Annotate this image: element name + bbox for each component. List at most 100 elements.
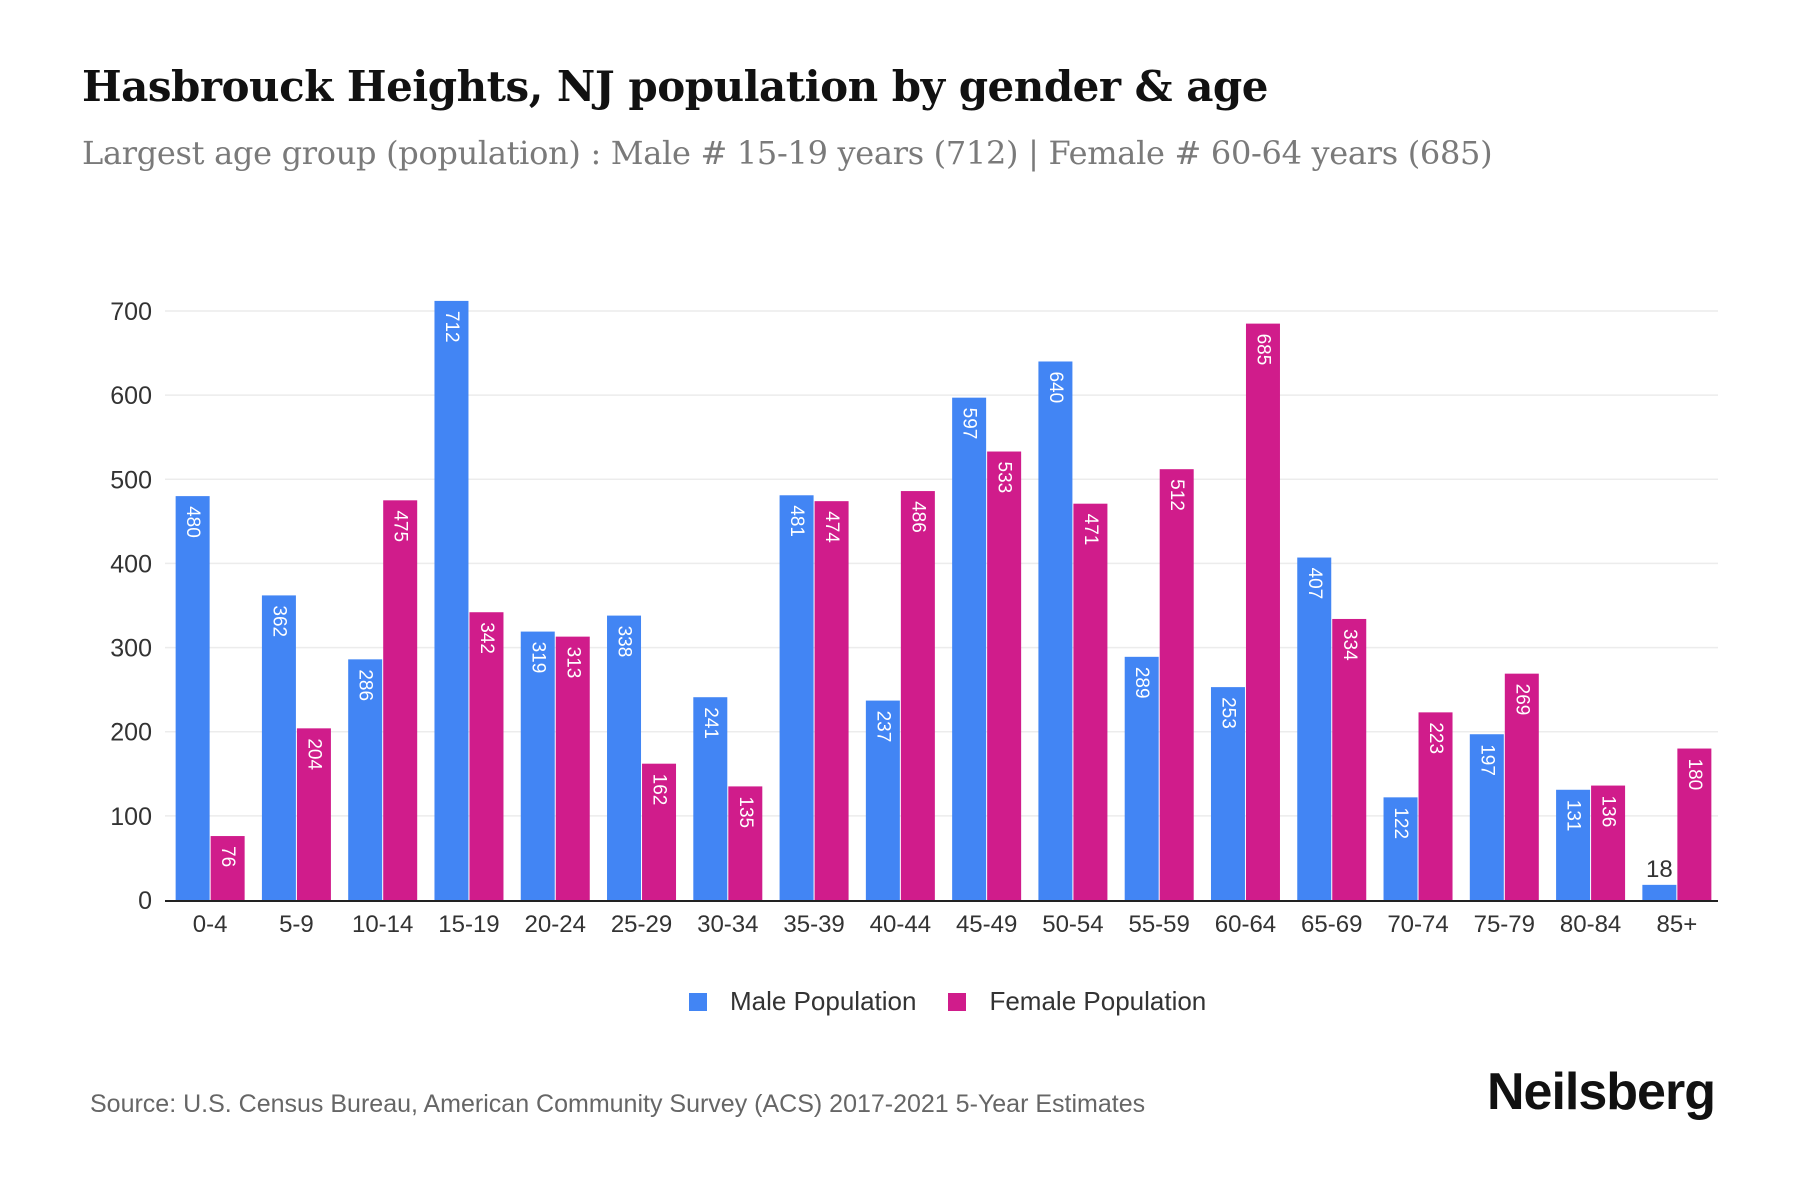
bar-female[interactable] xyxy=(1159,469,1194,900)
bar-male[interactable] xyxy=(607,615,642,900)
y-tick-label: 100 xyxy=(110,803,152,831)
bar-value-label: 136 xyxy=(1598,796,1619,828)
y-tick-label: 400 xyxy=(110,550,152,578)
bar-male[interactable] xyxy=(865,700,900,900)
bar-male[interactable] xyxy=(261,595,296,900)
bar-value-label: 334 xyxy=(1339,629,1360,661)
bar-value-label: 162 xyxy=(649,774,670,806)
legend-label-male: Male Population xyxy=(730,986,917,1016)
x-tick-label: 5-9 xyxy=(279,911,314,938)
bar-value-label: 204 xyxy=(303,738,324,770)
bar-value-label: 313 xyxy=(562,647,583,679)
bar-value-label: 122 xyxy=(1390,807,1411,839)
y-tick-label: 500 xyxy=(110,466,152,494)
bar-value-label: 289 xyxy=(1131,667,1152,699)
bar-female[interactable] xyxy=(1591,785,1626,900)
legend-label-female: Female Population xyxy=(989,986,1207,1016)
bar-value-label: 712 xyxy=(441,311,462,343)
bar-female[interactable] xyxy=(1332,618,1367,900)
x-tick-label: 50-54 xyxy=(1042,911,1103,938)
bar-value-label: 180 xyxy=(1684,759,1705,791)
bar-female[interactable] xyxy=(1504,673,1539,900)
bar-value-label: 362 xyxy=(268,605,289,637)
bar-male[interactable] xyxy=(779,495,814,900)
x-tick-label: 60-64 xyxy=(1215,911,1276,938)
y-tick-label: 600 xyxy=(110,382,152,410)
bar-male[interactable] xyxy=(693,697,728,900)
bar-value-label: 480 xyxy=(182,506,203,538)
y-tick-label: 0 xyxy=(138,887,152,915)
bar-value-label: 342 xyxy=(476,622,497,654)
legend-swatch-male xyxy=(689,992,707,1011)
x-tick-label: 30-34 xyxy=(697,911,758,938)
bar-value-label: 471 xyxy=(1080,514,1101,546)
bar-value-label: 407 xyxy=(1304,568,1325,600)
y-tick-label: 700 xyxy=(110,298,152,326)
bar-female[interactable] xyxy=(1418,712,1453,900)
bar-male[interactable] xyxy=(1383,797,1418,900)
bars xyxy=(175,300,1712,901)
bar-value-label: 18 xyxy=(1646,856,1673,883)
bar-female[interactable] xyxy=(1677,748,1712,900)
x-tick-label: 70-74 xyxy=(1387,911,1448,938)
bar-value-label: 319 xyxy=(527,642,548,674)
bar-value-label: 533 xyxy=(994,462,1015,494)
bar-female[interactable] xyxy=(987,451,1022,900)
bar-male[interactable] xyxy=(1556,789,1591,900)
bar-female[interactable] xyxy=(642,763,677,900)
bar-female[interactable] xyxy=(555,636,590,900)
bar-value-label: 197 xyxy=(1476,744,1497,776)
bar-female[interactable] xyxy=(469,612,504,900)
bar-value-label: 597 xyxy=(959,408,980,440)
legend-item-female[interactable]: Female Population xyxy=(948,986,1206,1017)
bar-value-label: 131 xyxy=(1563,800,1584,832)
legend-item-male[interactable]: Male Population xyxy=(689,986,916,1017)
x-tick-label: 45-49 xyxy=(956,911,1017,938)
x-tick-label: 35-39 xyxy=(783,911,844,938)
legend-swatch-female xyxy=(948,992,967,1011)
bar-value-label: 512 xyxy=(1166,479,1187,511)
gridlines xyxy=(165,310,1718,817)
bar-value-label: 481 xyxy=(786,505,807,537)
bar-male[interactable] xyxy=(1642,884,1677,900)
chart-subtitle: Largest age group (population) : Male # … xyxy=(82,134,1493,172)
bar-value-label: 76 xyxy=(217,846,238,867)
y-tick-label: 300 xyxy=(110,635,152,663)
x-tick-label: 10-14 xyxy=(352,911,413,938)
bar-female[interactable] xyxy=(1245,323,1280,900)
x-tick-label: 85+ xyxy=(1657,911,1698,938)
bar-male[interactable] xyxy=(520,631,555,900)
bar-male[interactable] xyxy=(434,300,469,901)
bar-value-label: 338 xyxy=(614,626,635,658)
x-tick-label: 15-19 xyxy=(438,911,499,938)
bar-male[interactable] xyxy=(952,397,987,900)
bar-value-label: 486 xyxy=(907,501,928,533)
bar-female[interactable] xyxy=(296,728,331,900)
bar-value-label: 685 xyxy=(1252,334,1273,366)
bar-value-label: 241 xyxy=(700,707,721,739)
x-tick-label: 80-84 xyxy=(1560,911,1621,938)
bar-female[interactable] xyxy=(814,501,849,900)
bar-female[interactable] xyxy=(728,786,763,900)
bar-value-label: 475 xyxy=(390,510,411,542)
x-tick-label: 20-24 xyxy=(525,911,586,938)
bar-female[interactable] xyxy=(900,491,935,900)
bar-male[interactable] xyxy=(1124,656,1159,900)
x-tick-label: 75-79 xyxy=(1474,911,1535,938)
bar-male[interactable] xyxy=(175,496,210,900)
x-tick-label: 25-29 xyxy=(611,911,672,938)
bar-female[interactable] xyxy=(383,500,418,900)
x-tick-label: 0-4 xyxy=(193,911,228,938)
bar-male[interactable] xyxy=(1038,361,1073,900)
bar-value-label: 135 xyxy=(735,796,756,828)
bar-female[interactable] xyxy=(1073,503,1108,900)
bar-male[interactable] xyxy=(1297,557,1332,900)
bar-value-label: 269 xyxy=(1511,684,1532,716)
bar-female[interactable] xyxy=(210,836,245,900)
bar-value-label: 286 xyxy=(355,669,376,701)
bar-male[interactable] xyxy=(1469,734,1504,900)
bar-male[interactable] xyxy=(1210,687,1245,900)
bar-male[interactable] xyxy=(348,659,383,900)
bar-value-label: 640 xyxy=(1045,371,1066,403)
y-tick-label: 200 xyxy=(110,719,152,747)
